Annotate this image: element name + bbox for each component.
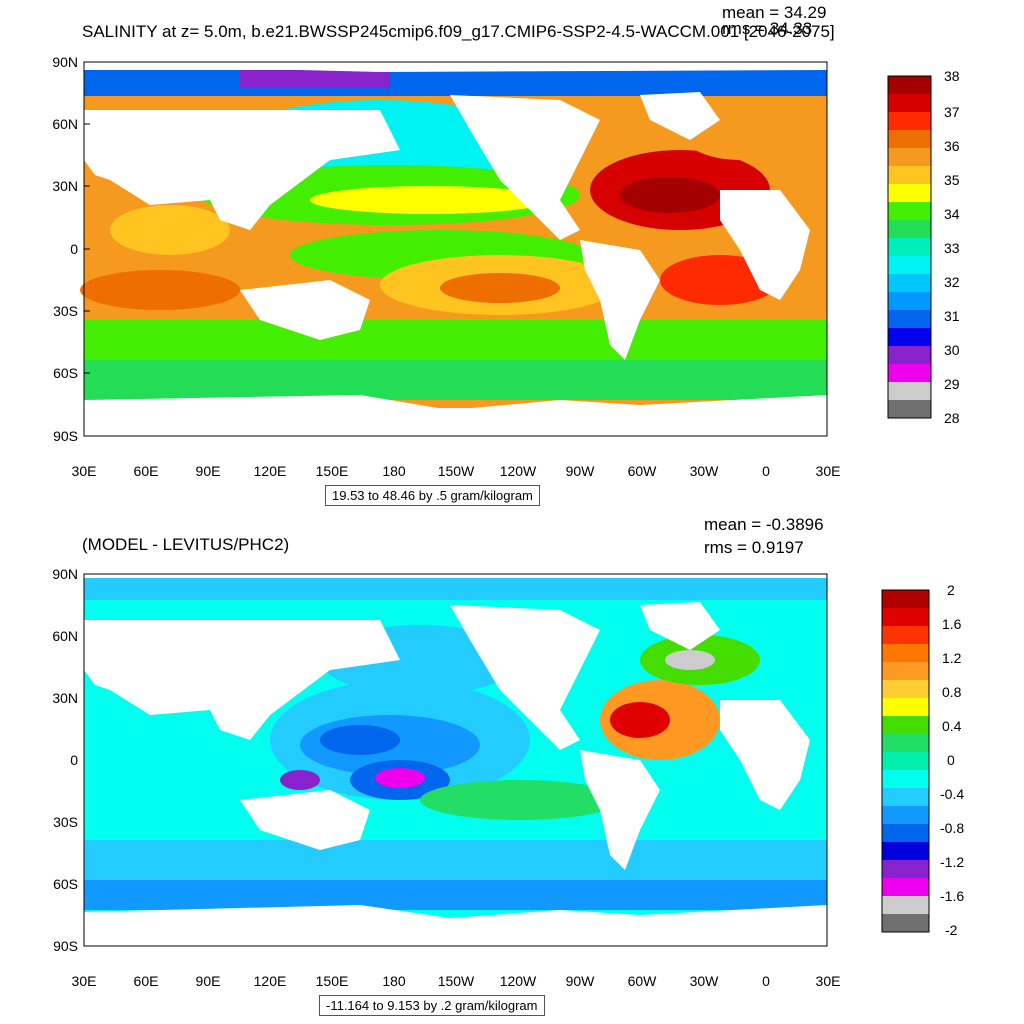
p1-legend-label: 34 [944, 206, 960, 222]
p1-lat-0: 0 [70, 241, 78, 257]
p2-legend-label: 1.6 [942, 616, 962, 632]
panel1-map [80, 61, 828, 437]
p1-lon-1: 60E [133, 463, 159, 479]
p2-legend-label: -2 [945, 922, 958, 938]
p2-lon-6: 150W [437, 973, 475, 989]
panel1-legend [887, 75, 932, 419]
panel1-ticks [84, 61, 90, 437]
p1-lon-7: 120W [499, 463, 537, 479]
p1-lat-60N: 60N [52, 116, 78, 132]
p2-legend-label: -1.6 [940, 888, 965, 904]
p2-lat-0: 0 [70, 752, 78, 768]
panel2-title: (MODEL - LEVITUS/PHC2) [82, 535, 290, 554]
panel1-mean: mean = 34.29 [722, 3, 827, 22]
panel1-rms: rms = 34.33 [722, 19, 813, 38]
p2-legend-label: 0.8 [942, 684, 962, 700]
p1-lon-12: 30E [815, 463, 841, 479]
p1-legend-label: 32 [944, 274, 960, 290]
p2-lat-90S: 90S [53, 938, 78, 954]
p2-lon-0: 30E [71, 973, 97, 989]
p2-lat-30N: 30N [52, 690, 78, 706]
p2-lat-90N: 90N [52, 566, 78, 582]
p2-legend-label: 2 [947, 582, 955, 598]
p1-lon-11: 0 [762, 463, 770, 479]
panel2-range-label: -11.164 to 9.153 by .2 gram/kilogram [319, 995, 545, 1016]
panel2-map [83, 573, 828, 947]
p1-lon-9: 60W [627, 463, 657, 479]
p2-lon-12: 30E [815, 973, 841, 989]
p1-legend-label: 33 [944, 240, 960, 256]
p1-lat-30N: 30N [52, 178, 78, 194]
p2-lon-1: 60E [133, 973, 159, 989]
p1-legend-label: 28 [944, 410, 960, 426]
p1-legend-label: 37 [944, 104, 960, 120]
p2-lon-9: 60W [627, 973, 657, 989]
p1-legend-label: 30 [944, 342, 960, 358]
p2-lon-7: 120W [499, 973, 537, 989]
p1-lon-6: 150W [437, 463, 475, 479]
panel2-rms: rms = 0.9197 [704, 538, 804, 557]
p2-legend-label: 0 [947, 752, 955, 768]
p1-lat-30S: 30S [53, 303, 78, 319]
p2-lon-11: 0 [762, 973, 770, 989]
p1-lon-10: 30W [689, 463, 719, 479]
p2-lon-2: 90E [195, 973, 221, 989]
p1-legend-label: 36 [944, 138, 960, 154]
panel1-range-label: 19.53 to 48.46 by .5 gram/kilogram [325, 485, 540, 506]
p2-lat-60N: 60N [52, 628, 78, 644]
p2-legend-label: -1.2 [940, 854, 965, 870]
p1-legend-label: 31 [944, 308, 960, 324]
p2-lon-5: 180 [382, 973, 406, 989]
p2-legend-label: 0.4 [942, 718, 962, 734]
p1-lat-60S: 60S [53, 365, 78, 381]
p1-lon-2: 90E [195, 463, 221, 479]
p1-lon-4: 150E [315, 463, 349, 479]
p1-lon-0: 30E [71, 463, 97, 479]
panel1-title: SALINITY at z= 5.0m, b.e21.BWSSP245cmip6… [82, 22, 835, 41]
p2-lat-60S: 60S [53, 876, 78, 892]
p2-legend-label: -0.8 [940, 820, 965, 836]
panel2-mean: mean = -0.3896 [704, 515, 824, 534]
p2-lon-8: 90W [565, 973, 595, 989]
p1-lon-8: 90W [565, 463, 595, 479]
panel2-legend [881, 589, 930, 933]
p1-lon-3: 120E [253, 463, 287, 479]
p1-lat-90S: 90S [53, 428, 78, 444]
p1-legend-label: 38 [944, 68, 960, 84]
p1-lat-90N: 90N [52, 54, 78, 70]
p2-legend-label: -0.4 [940, 786, 965, 802]
p1-legend-label: 35 [944, 172, 960, 188]
p2-legend-label: 1.2 [942, 650, 962, 666]
p1-lon-5: 180 [382, 463, 406, 479]
p2-lon-10: 30W [689, 973, 719, 989]
p2-lon-3: 120E [253, 973, 287, 989]
p1-legend-label: 29 [944, 376, 960, 392]
p2-lon-4: 150E [315, 973, 349, 989]
p2-lat-30S: 30S [53, 814, 78, 830]
